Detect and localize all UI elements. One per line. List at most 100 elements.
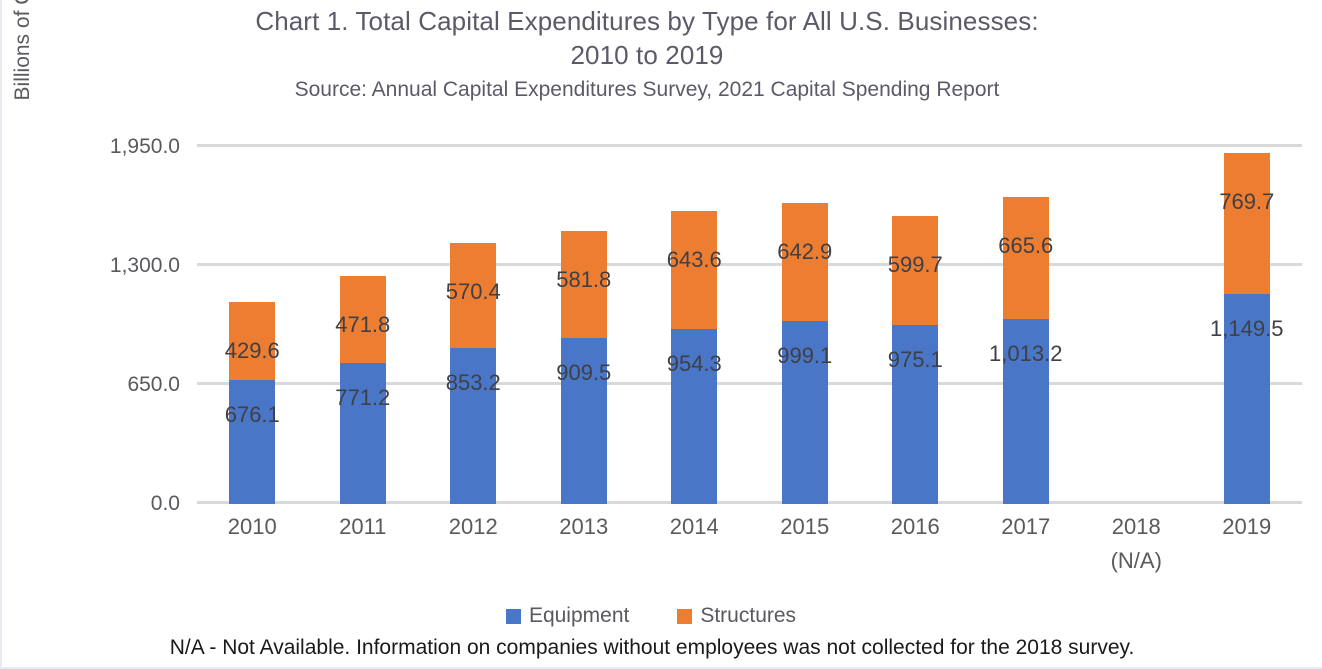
legend-swatch-icon — [677, 608, 693, 624]
bar-value-label: 581.8 — [556, 267, 612, 292]
legend-swatch-icon — [505, 608, 521, 624]
stacked-bar[interactable]: 471.8 771.2 — [335, 276, 390, 504]
bar-value-label: 643.6 — [666, 247, 722, 273]
bar-value-label: 599.7 — [887, 251, 943, 277]
stacked-bar[interactable]: 642.9 999.1 — [777, 203, 832, 504]
x-axis-tick-year: 2012 — [448, 514, 498, 539]
stacked-bar[interactable]: 429.6 676.1 — [225, 301, 280, 504]
bar-value-label: 771.2 — [335, 384, 391, 410]
bar-segment-structures[interactable]: 599.7 — [888, 215, 943, 326]
bar-segment-structures[interactable]: 643.6 — [667, 211, 722, 330]
x-axis-tick-label: 2011 — [308, 510, 419, 578]
bar-slot: 429.6 676.1 — [197, 147, 308, 504]
stacked-bar[interactable]: 665.6 1,013.2 — [989, 196, 1062, 504]
x-axis-tick-year: 2017 — [1001, 514, 1051, 539]
x-axis-tick-label: 2019 — [1192, 510, 1303, 578]
x-axis-tick-label: 2016 — [860, 510, 971, 578]
x-axis-tick-year: 2015 — [780, 514, 830, 539]
x-axis-tick-label: 2015 — [750, 510, 861, 578]
x-axis-tick-labels: 2010 2011 2012 2013 2014 2015 2016 2017 2018 (N/A… — [197, 510, 1302, 578]
x-axis-tick-label: 2018 (N/A) — [1081, 510, 1192, 578]
chart-title-line1: Chart 1. Total Capital Expenditures by T… — [255, 6, 1039, 36]
x-axis-tick-label: 2014 — [639, 510, 750, 578]
gridline — [197, 382, 1302, 385]
gridline — [197, 144, 1302, 147]
x-axis-tick-label: 2012 — [418, 510, 529, 578]
bar-segment-equipment[interactable]: 999.1 — [777, 321, 832, 504]
plot-area: 429.6 676.1 471.8 771.2 570.4 853.2 581.8 909.5… — [197, 144, 1302, 504]
x-axis-tick-year: 2013 — [559, 514, 609, 539]
chart-title-line2: 2010 to 2019 — [570, 40, 724, 70]
bar-slot: 769.7 1,149.5 — [1192, 147, 1303, 504]
stacked-bar[interactable]: 643.6 954.3 — [667, 211, 722, 504]
bar-slot: 642.9 999.1 — [750, 147, 861, 504]
x-axis-tick-year: 2016 — [890, 514, 940, 539]
bar-slot: 570.4 853.2 — [418, 147, 529, 504]
stacked-bar[interactable]: 769.7 1,149.5 — [1210, 152, 1283, 504]
bar-value-label: 676.1 — [224, 402, 280, 428]
y-axis-title-label: Billions of Current Dollars — [11, 0, 35, 100]
bar-value-label: 1,149.5 — [1210, 315, 1284, 341]
gridline — [197, 263, 1302, 266]
bar-segment-equipment[interactable]: 909.5 — [556, 337, 611, 504]
chart-legend: Equipment Structures — [2, 604, 1300, 628]
x-axis-tick-label: 2013 — [529, 510, 640, 578]
legend-item-structures[interactable]: Structures — [677, 604, 796, 628]
bar-segment-equipment[interactable]: 676.1 — [225, 380, 280, 504]
bar-segment-structures[interactable]: 471.8 — [335, 276, 390, 363]
bar-value-label: 570.4 — [445, 279, 501, 305]
bar-segment-equipment[interactable]: 975.1 — [888, 325, 943, 504]
chart-title-block: Chart 1. Total Capital Expenditures by T… — [2, 4, 1292, 105]
bar-value-label: 471.8 — [335, 312, 391, 338]
bar-segment-equipment[interactable]: 771.2 — [335, 362, 390, 504]
bar-segment-structures[interactable]: 642.9 — [777, 203, 832, 322]
bar-segment-structures[interactable]: 665.6 — [998, 196, 1053, 319]
bar-slot: 599.7 975.1 — [860, 147, 971, 504]
y-axis-tick-label: 1,950.0 — [109, 135, 180, 158]
bar-segment-equipment[interactable]: 1,149.5 — [1210, 293, 1283, 504]
bar-value-label: 769.7 — [1219, 188, 1275, 214]
bar-segment-structures[interactable]: 581.8 — [556, 231, 611, 338]
bar-slot: 665.6 1,013.2 — [971, 147, 1082, 504]
bar-series-group: 429.6 676.1 471.8 771.2 570.4 853.2 581.8 909.5… — [197, 147, 1302, 504]
legend-label: Equipment — [528, 604, 630, 627]
y-axis-tick-label: 650.0 — [127, 373, 180, 396]
gridline — [197, 501, 1302, 504]
chart-subtitle-source: Source: Annual Capital Expenditures Surv… — [294, 78, 1000, 101]
bar-value-label: 909.5 — [556, 359, 612, 385]
legend-item-equipment[interactable]: Equipment — [505, 604, 630, 628]
bar-value-label: 954.3 — [666, 351, 722, 377]
bar-value-label: 1,013.2 — [989, 340, 1063, 366]
bar-value-label: 975.1 — [887, 347, 943, 373]
bar-segment-structures[interactable]: 769.7 — [1219, 152, 1274, 294]
bar-slot: 581.8 909.5 — [529, 147, 640, 504]
x-axis-tick-year: 2018 — [1111, 514, 1161, 539]
y-axis-tick-label: 1,300.0 — [109, 254, 180, 277]
bar-segment-structures[interactable]: 429.6 — [225, 301, 280, 381]
bar-segment-structures[interactable]: 570.4 — [446, 243, 501, 348]
chart-footnote: N/A - Not Available. Information on comp… — [169, 636, 1135, 659]
x-axis-tick-year: 2014 — [669, 514, 719, 539]
bar-segment-equipment[interactable]: 954.3 — [667, 329, 722, 504]
bar-value-label: 999.1 — [777, 343, 833, 369]
x-axis-tick-year: 2019 — [1222, 514, 1272, 539]
legend-label: Structures — [700, 604, 797, 627]
stacked-bar[interactable]: 581.8 909.5 — [556, 231, 611, 504]
bar-segment-equipment[interactable]: 1,013.2 — [989, 318, 1062, 504]
bar-slot — [1081, 147, 1192, 504]
bar-value-label: 665.6 — [998, 232, 1054, 258]
x-axis-tick-label: 2017 — [971, 510, 1082, 578]
bar-value-label: 642.9 — [777, 239, 833, 265]
x-axis-tick-year: 2010 — [227, 514, 277, 539]
bar-segment-equipment[interactable]: 853.2 — [446, 347, 501, 504]
bar-value-label: 429.6 — [224, 337, 280, 363]
bar-value-label: 853.2 — [445, 369, 501, 395]
stacked-bar[interactable]: 599.7 975.1 — [888, 215, 943, 504]
stacked-bar[interactable]: 570.4 853.2 — [446, 243, 501, 504]
x-axis-tick-year: 2011 — [339, 514, 387, 539]
x-axis-tick-label: 2010 — [197, 510, 308, 578]
y-axis-tick-label: 0.0 — [150, 492, 180, 515]
x-axis-tick-sublabel: (N/A) — [1110, 548, 1162, 573]
bar-slot: 643.6 954.3 — [639, 147, 750, 504]
bar-slot: 471.8 771.2 — [308, 147, 419, 504]
